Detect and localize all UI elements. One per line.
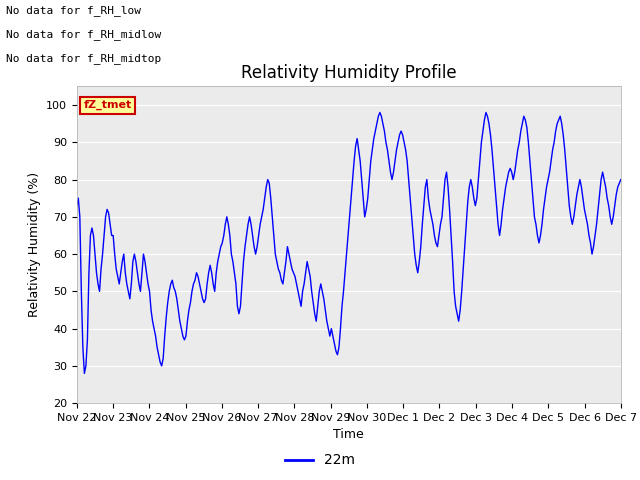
Title: Relativity Humidity Profile: Relativity Humidity Profile: [241, 64, 456, 82]
Legend: 22m: 22m: [280, 448, 360, 473]
Text: No data for f_RH_midlow: No data for f_RH_midlow: [6, 29, 162, 40]
X-axis label: Time: Time: [333, 429, 364, 442]
Text: fZ_tmet: fZ_tmet: [84, 100, 132, 110]
Y-axis label: Relativity Humidity (%): Relativity Humidity (%): [28, 172, 40, 317]
Text: No data for f_RH_low: No data for f_RH_low: [6, 5, 141, 16]
Text: No data for f_RH_midtop: No data for f_RH_midtop: [6, 53, 162, 64]
